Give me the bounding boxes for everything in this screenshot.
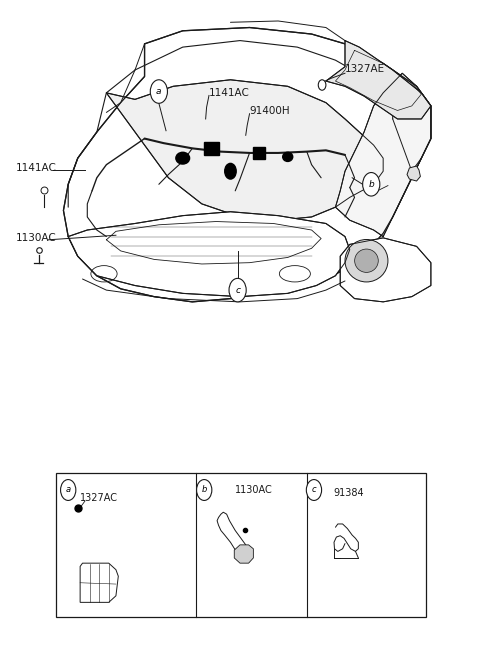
Text: 1141AC: 1141AC [209,88,250,98]
Polygon shape [107,80,383,220]
Polygon shape [407,166,420,181]
Text: c: c [235,285,240,295]
Circle shape [197,480,212,501]
Text: 1327AC: 1327AC [80,493,118,503]
Ellipse shape [283,152,293,161]
Bar [253,147,265,159]
Ellipse shape [355,249,378,272]
Text: 91400H: 91400H [250,106,290,116]
Circle shape [150,80,168,103]
Circle shape [306,480,322,501]
Polygon shape [68,212,350,297]
Text: a: a [156,87,162,96]
Text: b: b [202,485,207,495]
Circle shape [229,278,246,302]
Circle shape [225,163,236,179]
Circle shape [60,480,76,501]
Text: 1327AE: 1327AE [345,64,385,74]
Polygon shape [340,238,431,302]
Text: a: a [66,485,71,495]
Text: 1141AC: 1141AC [16,163,57,173]
Polygon shape [63,28,431,302]
Circle shape [363,173,380,196]
Ellipse shape [176,152,190,164]
Polygon shape [336,73,431,237]
Text: 1130AC: 1130AC [16,233,57,243]
Bar [56,473,426,617]
Ellipse shape [345,239,388,282]
Circle shape [318,80,326,91]
Text: 91384: 91384 [333,487,364,498]
Polygon shape [326,41,431,119]
Text: c: c [312,485,316,495]
Text: 1130AC: 1130AC [235,485,273,495]
Polygon shape [234,545,253,563]
Polygon shape [217,512,249,561]
Text: b: b [368,180,374,189]
Bar [204,142,218,155]
Polygon shape [80,563,118,602]
